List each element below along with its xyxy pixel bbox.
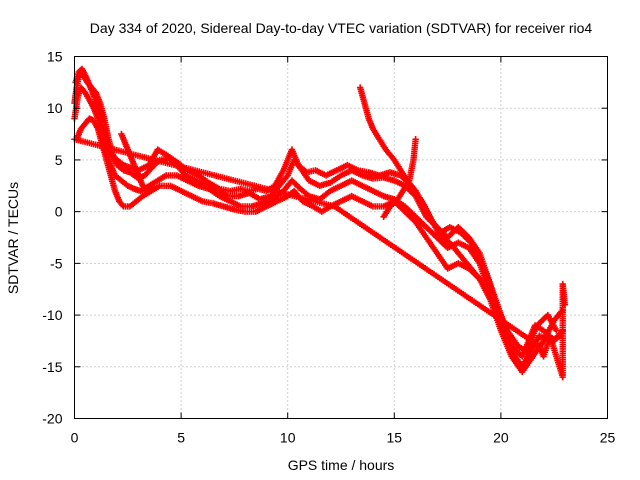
x-axis-label: GPS time / hours [288,457,395,473]
x-tick-label: 25 [600,430,616,446]
y-tick-label: -10 [42,307,62,323]
data-points [71,65,569,381]
axis-ticks: 0 5 10 15 20 25 -20 -15 -10 -5 0 5 10 15 [42,49,615,446]
series-track-g [380,136,419,221]
data-point [148,182,155,189]
y-tick-label: 15 [47,49,63,65]
x-tick-label: 15 [387,430,403,446]
chart-title: Day 334 of 2020, Sidereal Day-to-day VTE… [90,20,593,36]
series-isolated [71,136,569,381]
data-point [146,183,154,191]
x-tick-label: 20 [493,430,509,446]
y-tick-label: -15 [42,359,62,375]
data-point [119,201,126,209]
y-tick-label: 10 [47,100,63,116]
y-tick-label: -20 [42,411,62,427]
plot-frame [74,56,608,419]
data-point [553,327,560,334]
series-track-f [356,84,488,288]
y-tick-label: 5 [55,152,63,168]
x-tick-label: 0 [71,430,79,446]
y-tick-label: 0 [55,204,63,220]
data-point [480,280,488,288]
data-point [412,136,419,143]
y-tick-label: -5 [50,255,63,271]
data-point [561,301,569,308]
x-tick-label: 5 [177,430,185,446]
x-tick-label: 10 [280,430,296,446]
y-axis-label: SDTVAR / TECUs [5,182,21,294]
